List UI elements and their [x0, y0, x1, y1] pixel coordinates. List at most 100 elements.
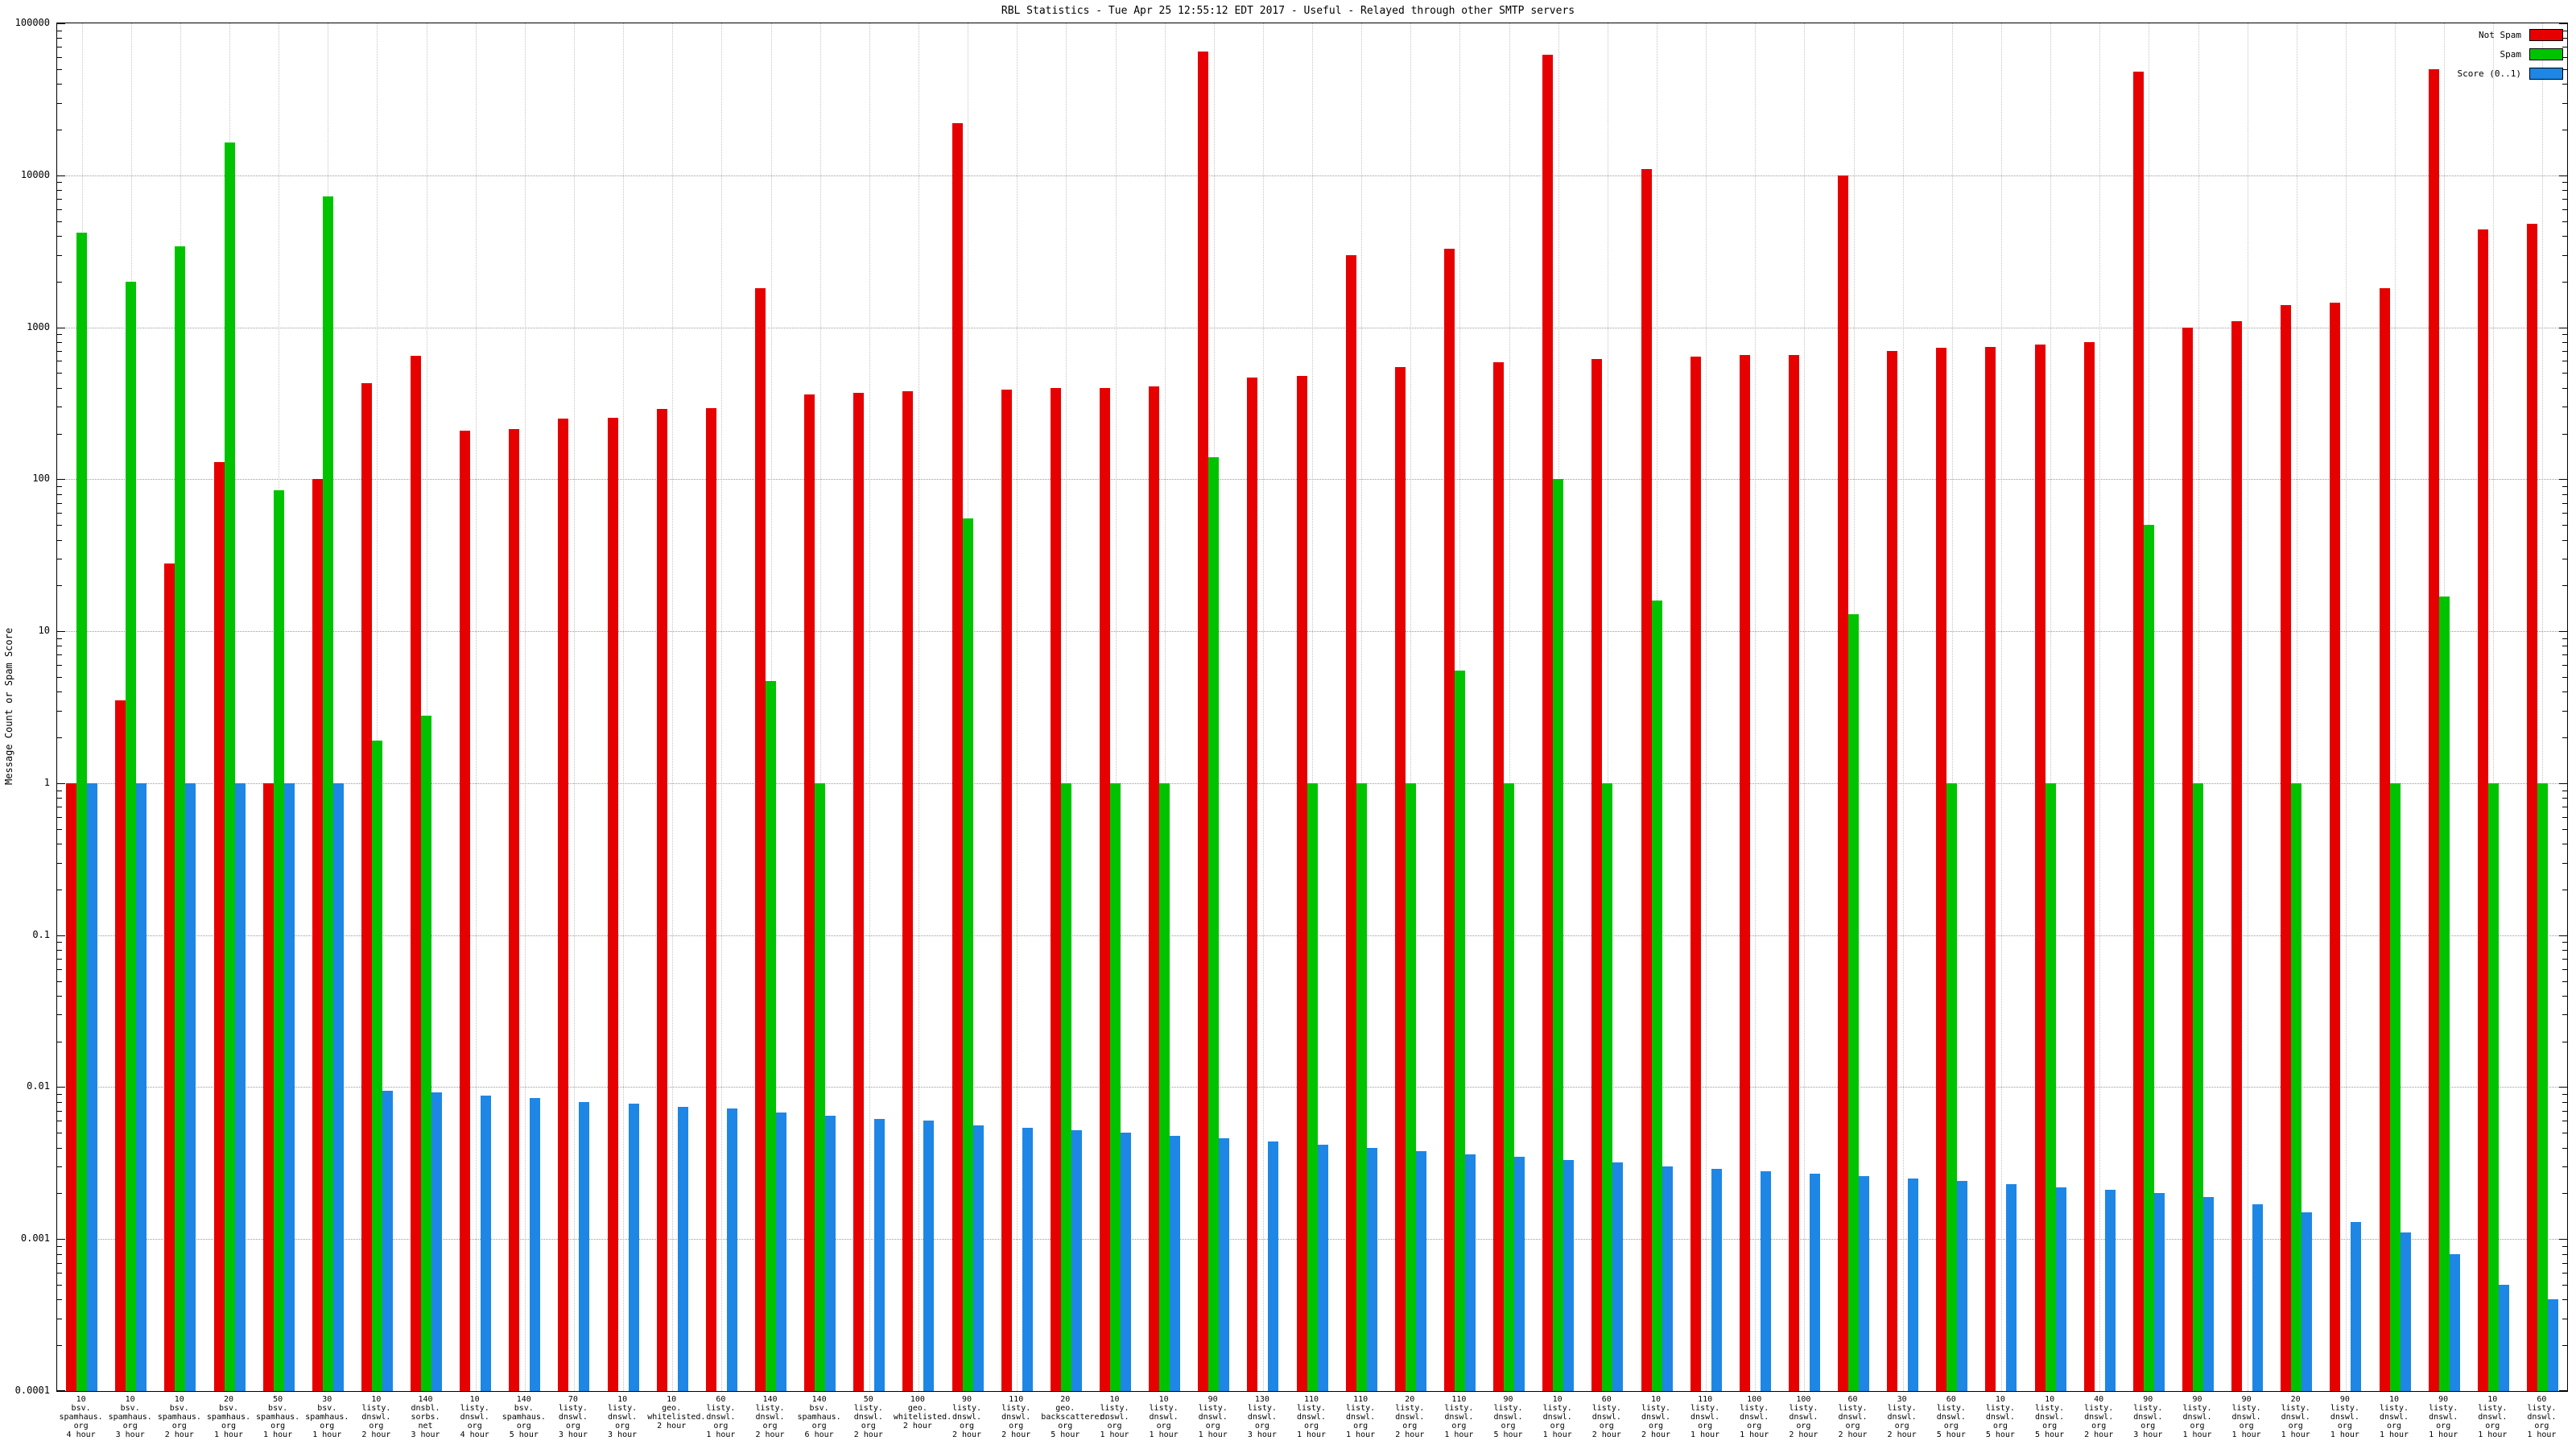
minor-tick: [2562, 208, 2567, 210]
minor-tick: [2562, 387, 2567, 389]
bar-score-0-1: [2498, 1285, 2509, 1391]
minor-tick: [57, 1273, 62, 1274]
bar-spam: [2193, 782, 2203, 1391]
bar-spam: [126, 281, 137, 1391]
bar-spam: [1504, 782, 1514, 1391]
bar-not-spam: [2132, 72, 2144, 1391]
major-tick: [2559, 175, 2567, 176]
bar-score-0-1: [2153, 1193, 2165, 1391]
minor-tick: [57, 502, 62, 504]
minor-tick: [2562, 199, 2567, 200]
minor-tick: [2562, 665, 2567, 666]
minor-tick: [2562, 1299, 2567, 1301]
bar-not-spam: [1739, 354, 1750, 1391]
minor-tick: [57, 84, 62, 85]
minor-tick: [2562, 373, 2567, 374]
bar-score-0-1: [1563, 1160, 1575, 1391]
bar-score-0-1: [579, 1101, 590, 1391]
minor-tick: [57, 1094, 62, 1096]
major-tick: [57, 1087, 65, 1088]
v-gridline: [377, 23, 378, 1391]
bar-not-spam: [607, 417, 618, 1391]
x-tick-label: 110 listy. dnswl. org 2 hour: [1001, 1395, 1031, 1439]
bar-score-0-1: [2547, 1299, 2558, 1391]
x-tick-label: 20 listy. dnswl. org 2 hour: [1395, 1395, 1425, 1439]
minor-tick: [57, 182, 62, 184]
bar-not-spam: [2083, 341, 2095, 1391]
v-gridline: [1951, 23, 1953, 1391]
minor-tick: [57, 958, 62, 960]
minor-tick: [57, 798, 62, 799]
bar-spam: [2143, 525, 2154, 1391]
minor-tick: [57, 691, 62, 693]
major-tick: [2559, 631, 2567, 633]
legend-label: Not Spam: [2479, 30, 2521, 40]
y-tick-label: 100: [32, 473, 50, 485]
x-tick-label: 10 listy. dnswl. org 2 hour: [1641, 1395, 1671, 1439]
minor-tick: [57, 816, 62, 818]
bar-spam: [1848, 613, 1859, 1391]
y-tick-label: 0.001: [20, 1232, 50, 1245]
bar-score-0-1: [2104, 1190, 2116, 1391]
bar-score-0-1: [2301, 1212, 2313, 1391]
x-tick-label: 50 bsv. spamhaus. org 1 hour: [256, 1395, 300, 1439]
h-gridline: [57, 175, 2567, 176]
bar-not-spam: [656, 409, 667, 1391]
major-tick: [57, 175, 65, 176]
minor-tick: [2562, 281, 2567, 283]
minor-tick: [2562, 235, 2567, 237]
bar-not-spam: [2477, 229, 2488, 1391]
x-tick-label: 60 listy. dnswl. org 1 hour: [2527, 1395, 2557, 1439]
minor-tick: [57, 862, 62, 864]
minor-tick: [2562, 190, 2567, 192]
minor-tick: [57, 433, 62, 435]
minor-tick: [57, 1166, 62, 1168]
bar-not-spam: [853, 393, 865, 1391]
minor-tick: [57, 493, 62, 495]
major-tick: [57, 479, 65, 481]
minor-tick: [57, 1299, 62, 1301]
bar-not-spam: [558, 419, 569, 1391]
minor-tick: [2562, 1166, 2567, 1168]
bar-score-0-1: [1317, 1144, 1328, 1391]
minor-tick: [2562, 1014, 2567, 1016]
major-tick: [2559, 1390, 2567, 1391]
y-tick-label: 0.1: [32, 928, 50, 940]
x-tick-label: 140 listy. dnswl. org 2 hour: [755, 1395, 785, 1439]
x-tick-label: 10 geo. whitelisted. 2 hour: [647, 1395, 706, 1430]
bar-spam: [815, 782, 826, 1391]
minor-tick: [57, 710, 62, 712]
bar-score-0-1: [1760, 1170, 1771, 1391]
x-tick-label: 90 listy. dnswl. org 1 hour: [2429, 1395, 2458, 1439]
bar-not-spam: [1394, 366, 1406, 1391]
minor-tick: [2562, 513, 2567, 514]
bar-not-spam: [1296, 375, 1307, 1391]
bar-score-0-1: [1219, 1138, 1230, 1391]
bar-not-spam: [115, 700, 126, 1391]
bar-not-spam: [1788, 354, 1799, 1391]
minor-tick: [2562, 654, 2567, 656]
minor-tick: [2562, 710, 2567, 712]
minor-tick: [2562, 1253, 2567, 1255]
minor-tick: [2562, 676, 2567, 678]
bar-not-spam: [952, 123, 963, 1391]
bar-score-0-1: [1415, 1150, 1426, 1391]
minor-tick: [2562, 816, 2567, 818]
bar-spam: [1110, 782, 1121, 1391]
bar-not-spam: [460, 430, 471, 1391]
bar-not-spam: [2330, 303, 2341, 1391]
y-axis: 100000 10000 1000 100 10 1 0.1 0.01 0.001 0.0001: [0, 17, 50, 1396]
x-tick-label: 130 listy. dnswl. org 3 hour: [1247, 1395, 1277, 1439]
bar-not-spam: [902, 390, 914, 1391]
minor-tick: [2562, 539, 2567, 541]
v-gridline: [2099, 23, 2101, 1391]
minor-tick: [57, 68, 62, 70]
bar-spam: [371, 741, 382, 1391]
v-gridline: [524, 23, 526, 1391]
bar-spam: [224, 142, 235, 1391]
major-tick: [57, 631, 65, 633]
bar-spam: [76, 232, 88, 1391]
bar-not-spam: [2379, 288, 2390, 1391]
bar-spam: [1405, 782, 1416, 1391]
